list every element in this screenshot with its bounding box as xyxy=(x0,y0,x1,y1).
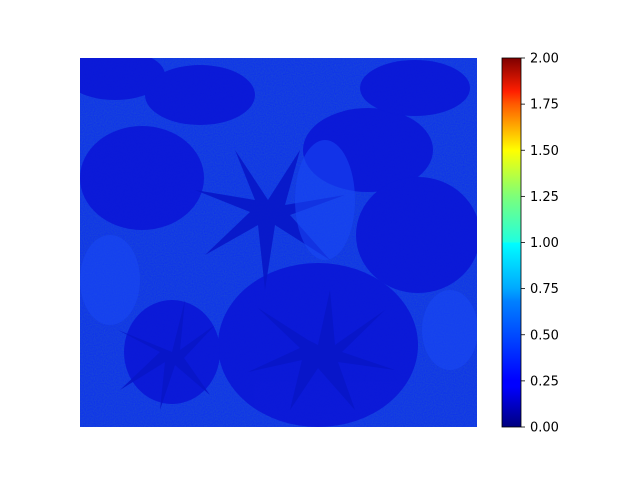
colorbar-tick-label: 0.00 xyxy=(530,421,559,436)
colorbar-tick-label: 0.50 xyxy=(530,328,559,343)
heatmap-image xyxy=(80,58,477,427)
colorbar-tick-label: 1.50 xyxy=(530,144,559,159)
colorbar-ticks: 0.00 0.25 0.50 0.75 1.00 1.25 1.50 1.75 2.00 xyxy=(521,52,559,436)
heatmap-light-regions xyxy=(80,140,477,370)
colorbar-tick-label: 1.75 xyxy=(530,98,559,113)
colorbar-tick-label: 1.25 xyxy=(530,190,559,205)
colorbar: 0.00 0.25 0.50 0.75 1.00 1.25 1.50 1.75 2.00 xyxy=(501,52,559,436)
heatmap-petals xyxy=(118,150,395,410)
colorbar-tick-label: 2.00 xyxy=(530,52,559,67)
colorbar-tick-label: 0.75 xyxy=(530,282,559,297)
colorbar-tick-label: 1.00 xyxy=(530,236,559,251)
colorbar-tick-label: 0.25 xyxy=(530,374,559,389)
colorbar-gradient xyxy=(502,58,521,427)
